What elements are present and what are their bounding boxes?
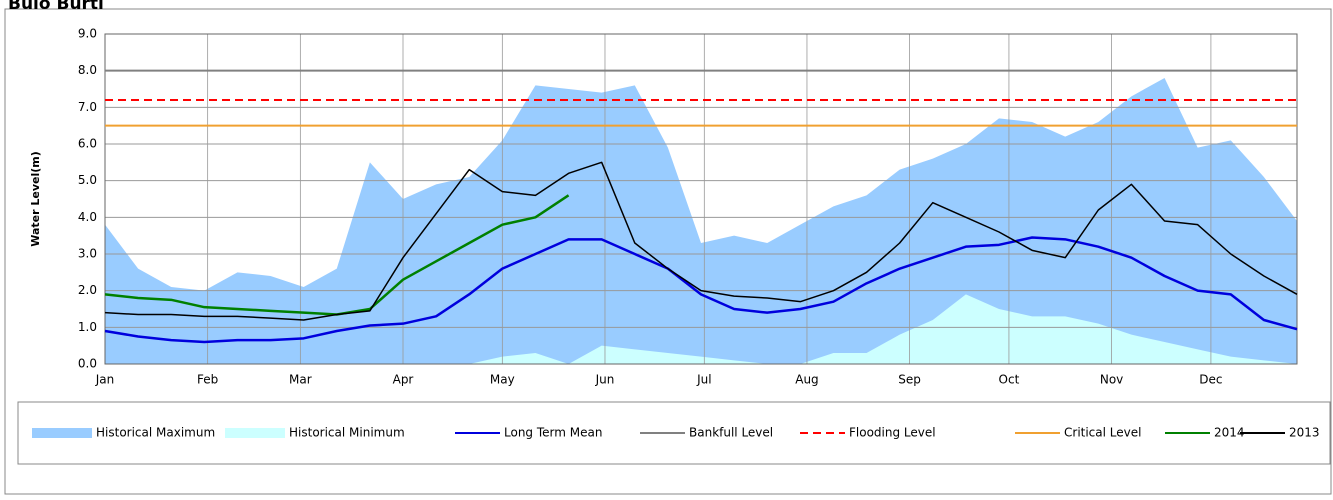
x-tick-label: Aug	[795, 373, 818, 387]
chart-frame	[4, 8, 1332, 495]
x-tick-label: May	[490, 373, 515, 387]
legend-label: Critical Level	[1064, 426, 1141, 440]
x-tick-label: Dec	[1199, 373, 1222, 387]
legend-label: Historical Maximum	[96, 426, 215, 440]
x-tick-label: Jun	[595, 373, 615, 387]
legend-label: 2013	[1289, 426, 1320, 440]
y-axis-label: Water Level(m)	[29, 151, 42, 247]
y-tick-label: 7.0	[78, 100, 97, 114]
y-tick-label: 9.0	[78, 27, 97, 41]
line	[104, 161, 1298, 321]
y-tick-label: 5.0	[78, 173, 97, 187]
y-tick-label: 4.0	[78, 210, 97, 224]
legend-box	[17, 401, 1331, 465]
x-tick-label: Jul	[696, 373, 711, 387]
x-tick-label: Nov	[1100, 373, 1123, 387]
legend-label: 2014	[1214, 426, 1245, 440]
y-tick-label: 0.0	[78, 357, 97, 371]
legend-swatch	[225, 428, 285, 438]
x-tick-label: Mar	[289, 373, 312, 387]
y-tick-label: 2.0	[78, 283, 97, 297]
chart-title: Bulo Burti	[8, 0, 104, 14]
legend-label: Historical Minimum	[289, 426, 405, 440]
legend-label: Long Term Mean	[504, 426, 602, 440]
legend-label: Flooding Level	[849, 426, 936, 440]
y-tick-label: 1.0	[78, 320, 97, 334]
area	[105, 78, 1297, 364]
y-tick-label: 6.0	[78, 137, 97, 151]
x-tick-label: Feb	[197, 373, 218, 387]
x-tick-label: Jan	[95, 373, 115, 387]
x-tick-label: Oct	[999, 373, 1020, 387]
y-tick-label: 3.0	[78, 247, 97, 261]
x-tick-label: Sep	[898, 373, 921, 387]
area	[105, 294, 1297, 364]
y-tick-label: 8.0	[78, 63, 97, 77]
legend-label: Bankfull Level	[689, 426, 773, 440]
line	[104, 236, 1298, 344]
x-tick-label: Apr	[393, 373, 414, 387]
plot-border	[104, 33, 1298, 365]
legend-swatch	[32, 428, 92, 438]
